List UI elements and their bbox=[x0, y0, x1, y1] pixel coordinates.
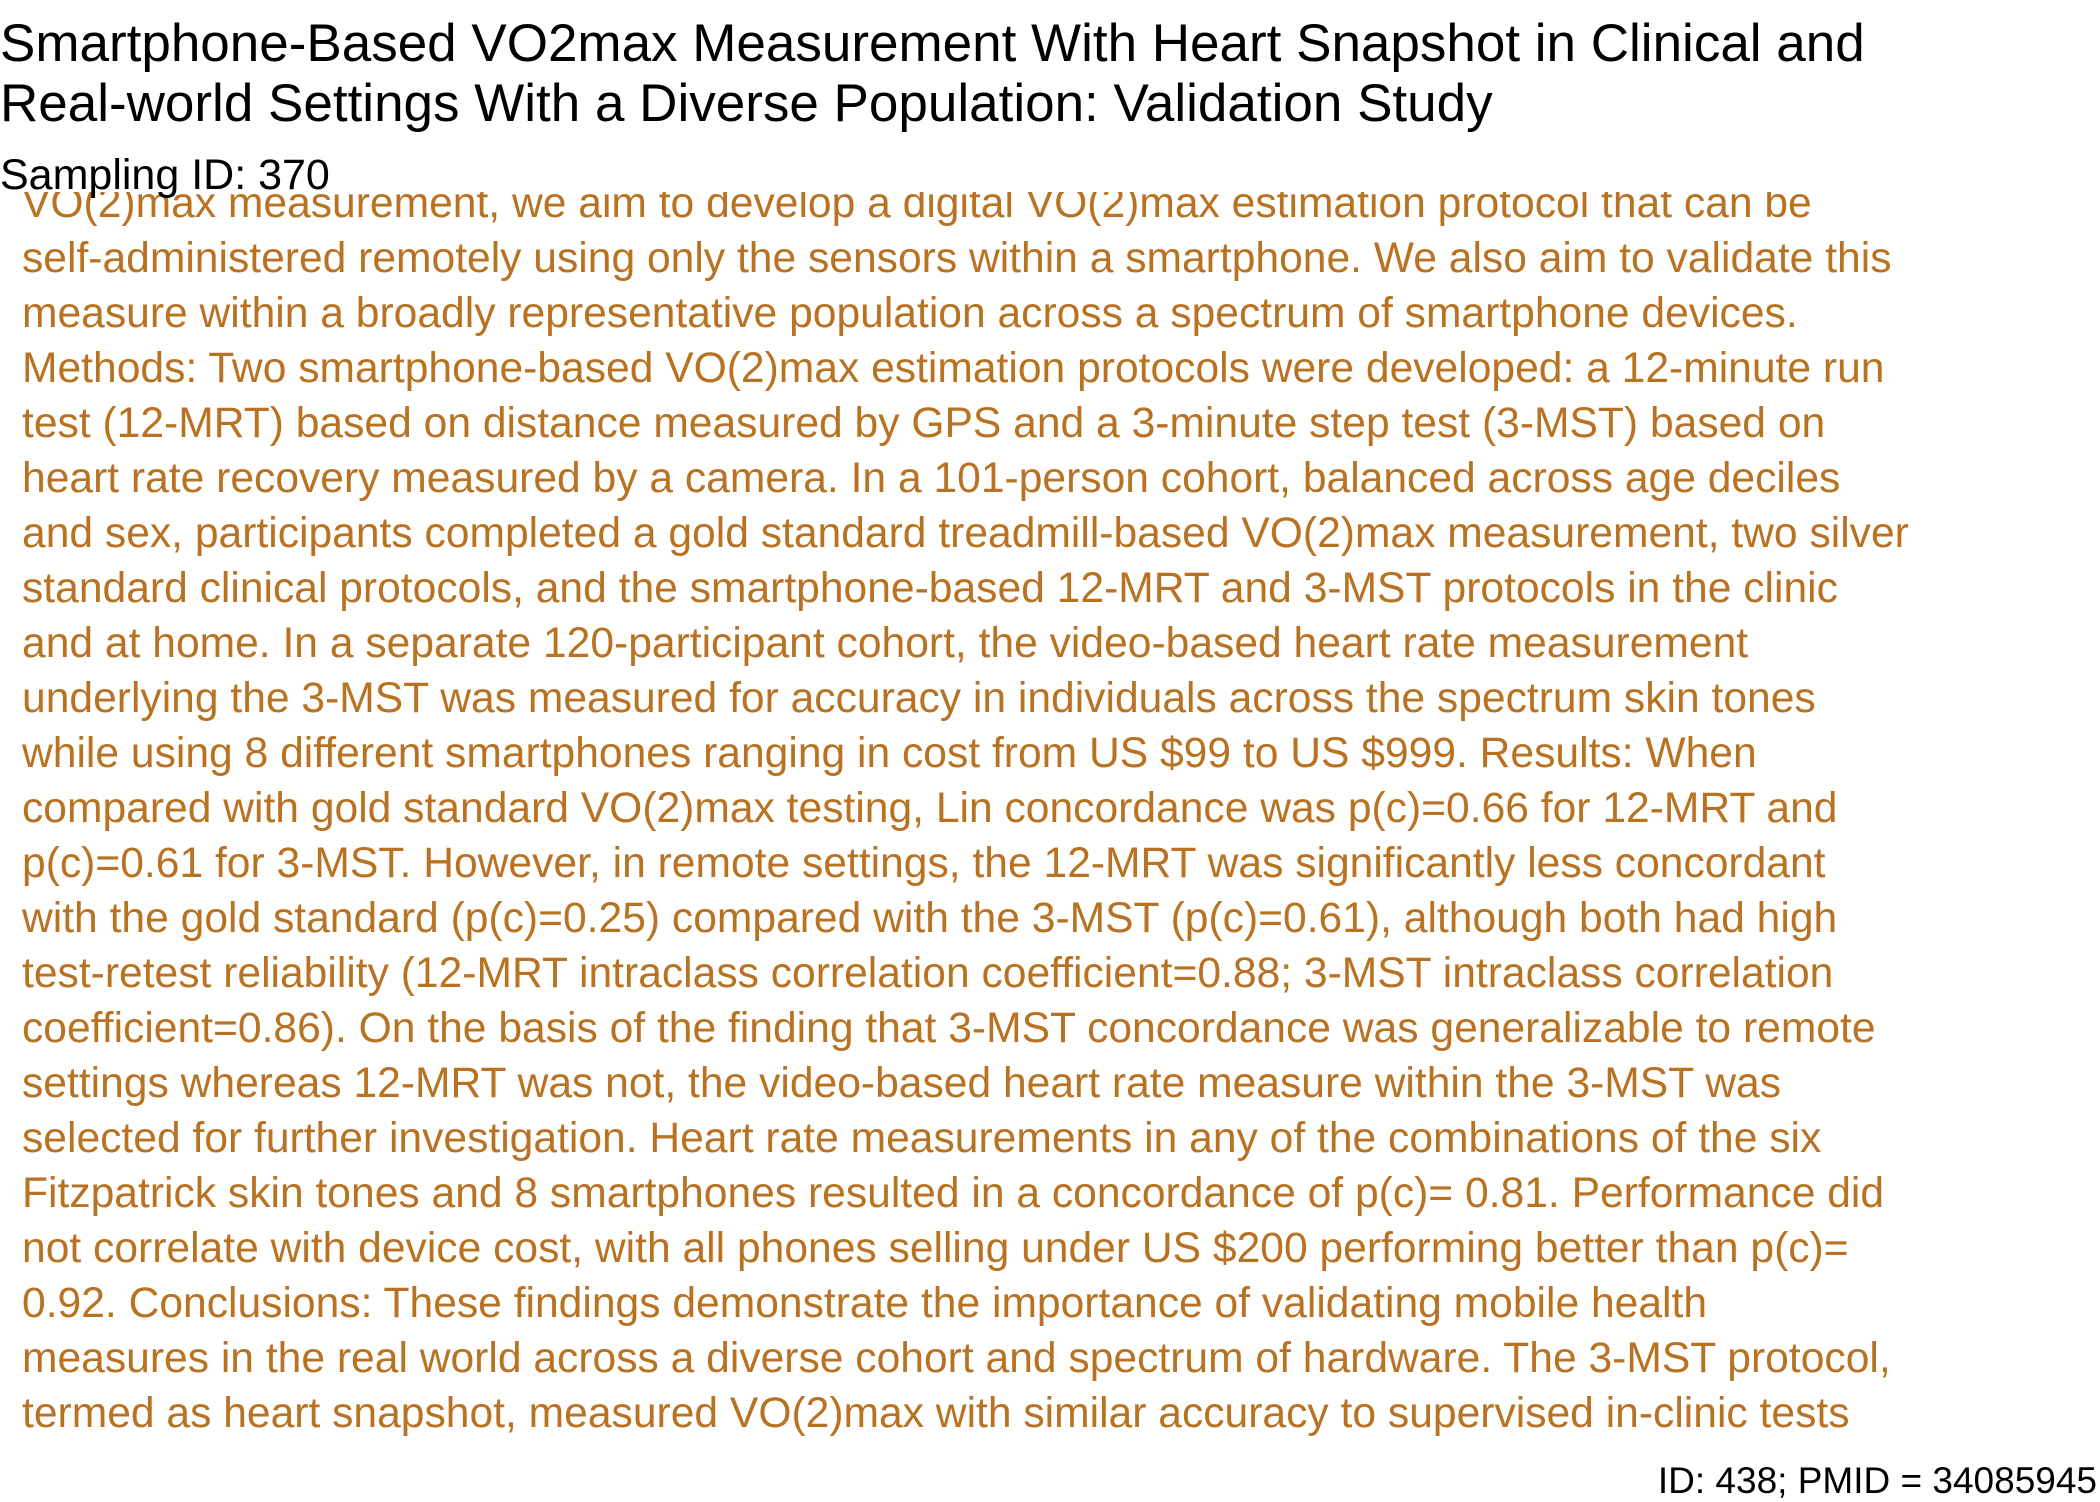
sampling-id-label: Sampling ID: 370 bbox=[0, 151, 330, 199]
abstract-viewport[interactable]: VO(2)max measurement, we aim to develop … bbox=[22, 192, 2100, 1440]
paper-title: Smartphone-Based VO2max Measurement With… bbox=[0, 14, 1865, 133]
footer-id-pmid: ID: 438; PMID = 34085945 bbox=[1657, 1460, 2097, 1501]
abstract-text: VO(2)max measurement, we aim to develop … bbox=[22, 192, 1909, 1437]
